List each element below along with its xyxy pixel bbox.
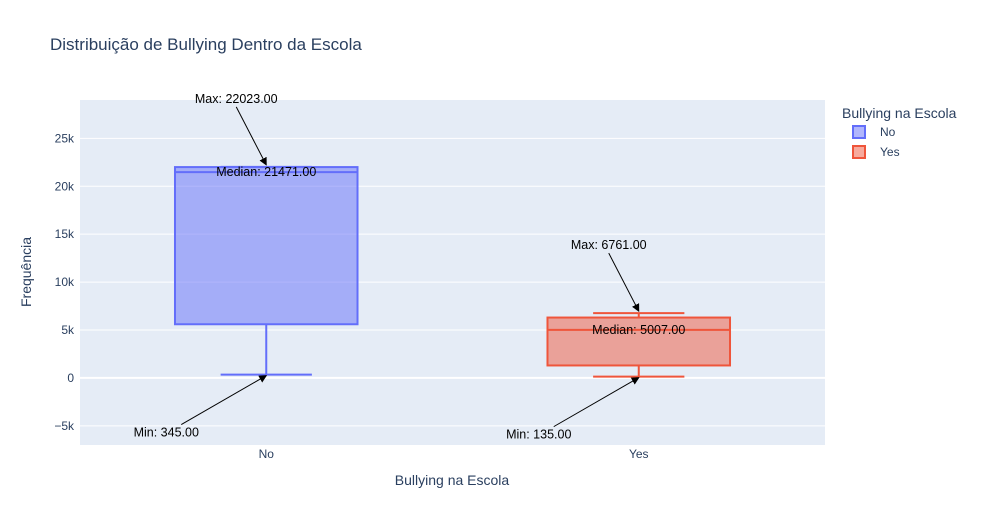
- max-arrow: [235, 106, 267, 166]
- y-tick-label: 10k: [55, 275, 75, 289]
- y-tick-label: 0: [67, 371, 74, 385]
- median-annotation: Median: 5007.00: [592, 323, 685, 337]
- y-tick-label: 5k: [61, 323, 75, 337]
- x-tick-label: No: [259, 447, 275, 461]
- y-tick-label: 20k: [55, 179, 75, 193]
- axes: −5k 0 5k 10k 15k 20k 25k No Yes: [54, 131, 648, 461]
- y-axis-title: Frequência: [18, 237, 34, 307]
- min-annotation: Min: 345.00: [134, 426, 199, 440]
- legend-item-yes[interactable]: Yes: [852, 145, 900, 159]
- legend-title: Bullying na Escola: [842, 105, 957, 121]
- annotations: Max: 22023.00 Median: 21471.00 Min: 345.00…: [134, 92, 686, 442]
- min-arrow: [553, 377, 640, 428]
- legend-item-no[interactable]: No: [852, 125, 896, 139]
- box-yes: [546, 312, 732, 378]
- box-iqr: [546, 316, 732, 367]
- y-tick-label: 25k: [55, 131, 75, 145]
- y-tick-label: 15k: [55, 227, 75, 241]
- legend-swatch: [852, 125, 866, 139]
- legend-swatch: [852, 145, 866, 159]
- median-annotation: Median: 21471.00: [216, 165, 316, 179]
- x-tick-label: Yes: [629, 447, 649, 461]
- max-annotation: Max: 22023.00: [195, 92, 278, 106]
- box-iqr: [173, 166, 359, 326]
- y-tick-label: −5k: [54, 419, 75, 433]
- legend: Bullying na Escola No Yes: [842, 105, 957, 159]
- box-no: [173, 165, 359, 376]
- legend-label: No: [880, 125, 896, 139]
- boxes: [173, 165, 732, 378]
- chart-title: Distribuição de Bullying Dentro da Escol…: [50, 35, 362, 54]
- min-arrow: [181, 375, 268, 426]
- x-axis-title: Bullying na Escola: [395, 472, 510, 488]
- max-annotation: Max: 6761.00: [571, 238, 647, 252]
- legend-label: Yes: [880, 145, 900, 159]
- max-arrow: [608, 252, 640, 313]
- min-annotation: Min: 135.00: [506, 428, 571, 442]
